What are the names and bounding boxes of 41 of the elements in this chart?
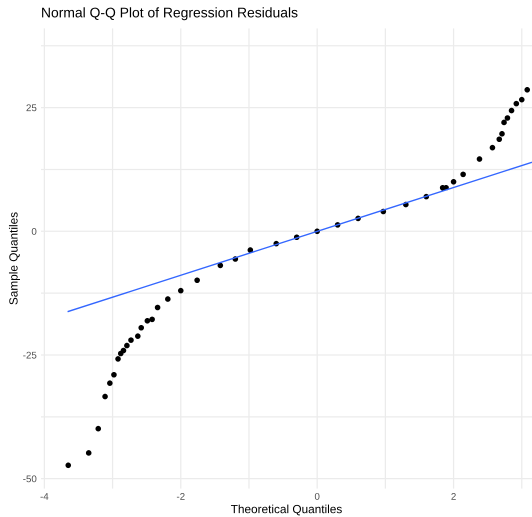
y-tick-label: -25 [23,352,36,359]
point [95,426,102,432]
point [124,342,130,348]
point [460,172,466,178]
point [504,115,510,121]
y-tick-label: -50 [23,475,36,482]
point [135,333,141,339]
point [128,337,134,343]
point [111,372,117,378]
y-tick-label: 0 [32,228,36,235]
point [154,304,160,310]
point [450,179,456,185]
x-tick-label: -4 [40,493,48,500]
y-axis-title: Sample Quantiles [8,212,20,305]
x-tick-label: -2 [176,492,185,500]
y-tick-label: 25 [26,104,36,112]
point [165,296,171,302]
point [107,380,113,386]
point [501,120,507,126]
point [496,136,502,142]
x-tick-label: 0 [314,492,320,500]
x-tick-label: 2 [451,492,456,500]
point [524,87,530,93]
point [120,348,126,354]
point [490,144,496,150]
chart-title: Normal Q-Q Plot of Regression Residuals [42,7,298,20]
point [138,324,144,331]
point [508,108,514,114]
point [86,450,92,456]
point [499,131,505,137]
point [149,316,155,322]
point [115,356,121,362]
point [178,288,184,294]
point [194,277,200,284]
point [102,394,108,400]
point [518,96,525,102]
point [476,156,482,162]
point [514,100,520,106]
x-axis-title: Theoretical Quantiles [230,504,342,516]
point [65,462,72,468]
point [144,318,150,324]
